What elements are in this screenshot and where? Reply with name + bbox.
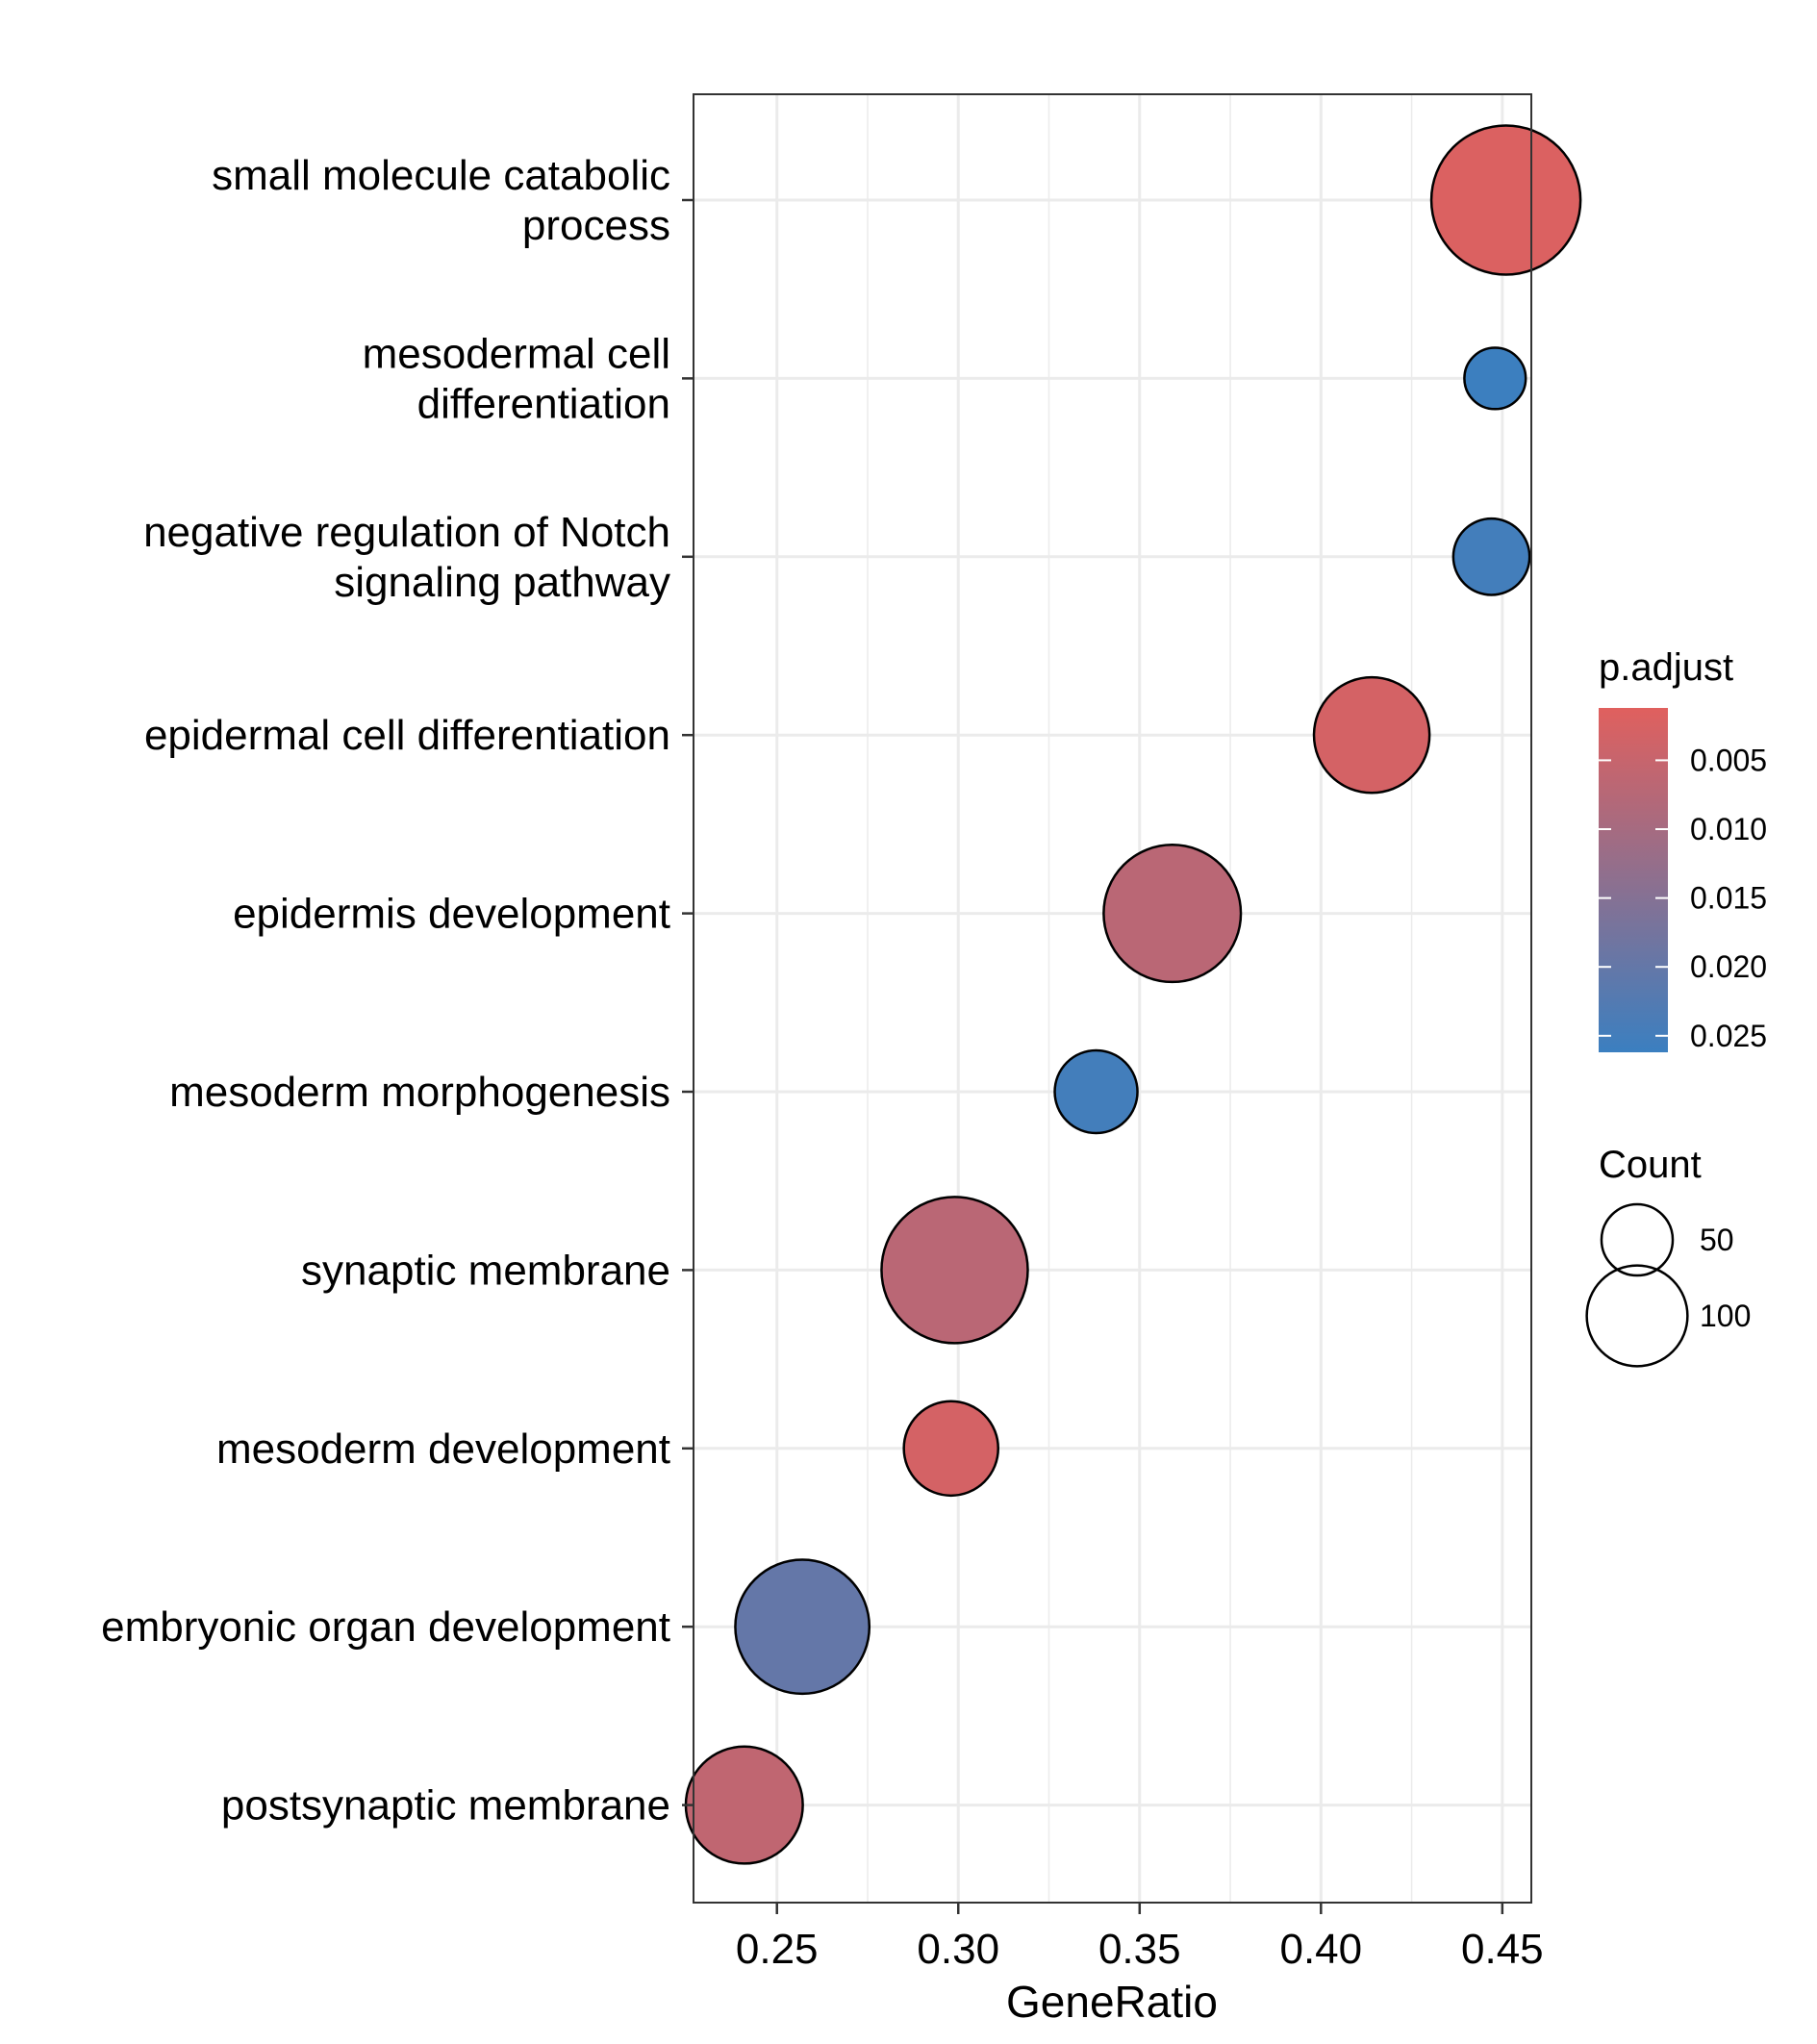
p-adjust-legend-title: p.adjust xyxy=(1599,646,1733,689)
data-point xyxy=(734,1558,871,1696)
y-tick-label: postsynaptic membrane xyxy=(221,1782,670,1830)
data-point xyxy=(880,1196,1029,1345)
x-tick-label: 0.45 xyxy=(1461,1926,1544,1973)
y-tick-label: embryonic organ development xyxy=(101,1603,670,1651)
y-tick-label: synaptic membrane xyxy=(301,1247,670,1294)
y-tick-label: mesoderm morphogenesis xyxy=(169,1069,670,1116)
colorbar-tick-label: 0.005 xyxy=(1690,743,1767,777)
minor-gridlines xyxy=(867,94,1413,1903)
x-axis: 0.25 0.30 0.35 0.40 0.45 xyxy=(736,1903,1544,1973)
data-point xyxy=(902,1400,999,1498)
data-point xyxy=(1451,517,1531,596)
x-tick-label: 0.40 xyxy=(1279,1926,1362,1973)
y-tick-label: mesodermal cell differentiation xyxy=(363,330,670,427)
p-adjust-legend: p.adjust 0.005 0.010 0.015 0.020 0.025 xyxy=(1599,646,1767,1053)
y-tick-label: mesoderm development xyxy=(216,1426,670,1473)
count-legend-title: Count xyxy=(1599,1144,1702,1186)
y-tick-label: epidermis development xyxy=(233,891,670,938)
size-legend-circle xyxy=(1600,1202,1675,1277)
colorbar-tick-label: 0.020 xyxy=(1690,949,1767,984)
data-point xyxy=(1312,675,1431,795)
x-tick-label: 0.30 xyxy=(917,1926,999,1973)
data-point xyxy=(1102,844,1243,984)
y-tick-label: small molecule catabolic process xyxy=(212,152,670,249)
plot-panel xyxy=(684,93,1582,1904)
x-tick-label: 0.35 xyxy=(1098,1926,1181,1973)
count-legend: Count 50 100 xyxy=(1585,1144,1751,1368)
p-adjust-colorbar xyxy=(1599,708,1668,1052)
colorbar-tick-label: 0.010 xyxy=(1690,812,1767,846)
colorbar-tick-label: 0.025 xyxy=(1690,1019,1767,1053)
y-axis: small molecule catabolic process mesoderma… xyxy=(101,152,694,1830)
colorbar-tick-label: 0.015 xyxy=(1690,881,1767,916)
x-tick-label: 0.25 xyxy=(736,1926,819,1973)
size-legend-circle xyxy=(1585,1264,1689,1368)
data-point xyxy=(1053,1048,1139,1135)
data-point xyxy=(1463,346,1527,411)
size-legend-label: 50 xyxy=(1700,1223,1734,1257)
y-tick-label: epidermal cell differentiation xyxy=(144,712,670,759)
data-points xyxy=(684,124,1582,1865)
plot-border xyxy=(693,93,1532,1904)
x-axis-title: GeneRatio xyxy=(1006,1977,1218,2027)
y-tick-label: negative regulation of Notch signaling pa… xyxy=(143,509,670,606)
data-point xyxy=(684,1745,804,1865)
size-legend-label: 100 xyxy=(1700,1299,1751,1333)
data-point xyxy=(1429,124,1582,276)
